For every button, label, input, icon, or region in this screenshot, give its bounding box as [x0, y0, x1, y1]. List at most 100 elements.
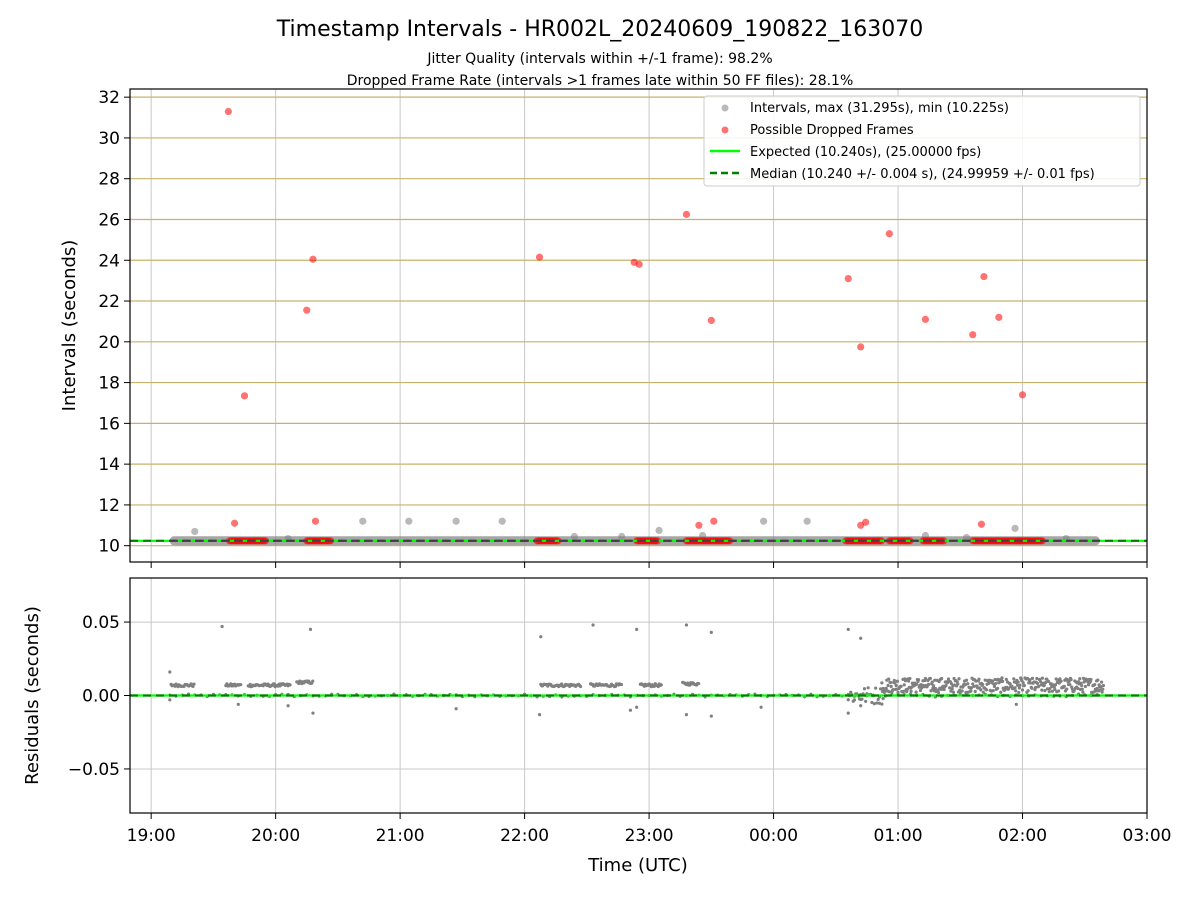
residual-point [969, 686, 974, 690]
residual-point [239, 683, 243, 687]
interval-point [359, 517, 367, 525]
intervals-y-tick-label: 24 [98, 251, 120, 271]
residual-point [1050, 689, 1054, 693]
residual-point [991, 679, 995, 683]
dropped-frame-point [1018, 391, 1027, 399]
residual-point [946, 677, 951, 681]
residual-point [874, 686, 878, 690]
residual-point [999, 690, 1003, 694]
residual-point [929, 689, 933, 693]
residuals-y-tick-label: −0.05 [68, 760, 120, 780]
dropped-frame-point [309, 255, 317, 263]
residual-point [923, 676, 928, 681]
dropped-frame-point [224, 107, 232, 116]
residual-point [905, 690, 909, 694]
residual-point [1095, 686, 1099, 691]
residual-point [1096, 678, 1100, 682]
residual-point [297, 681, 301, 686]
intervals-y-tick-label: 14 [98, 455, 120, 475]
residual-point [933, 678, 937, 682]
residual-point [1040, 676, 1045, 680]
dropped-frame-point [995, 313, 1003, 321]
residual-point [872, 702, 876, 706]
residual-point [1093, 682, 1097, 687]
interval-point [655, 526, 663, 534]
dropped-frame-point [977, 520, 986, 528]
residual-point [909, 689, 913, 693]
residuals-series [168, 623, 1106, 718]
dropped-frame-point [862, 518, 870, 526]
residual-point [192, 682, 196, 686]
x-tick-label: 02:00 [998, 826, 1047, 846]
chart-subtitle-jitter: Jitter Quality (intervals within +/-1 fr… [426, 51, 772, 67]
intervals-axes: 10 12 14 16 18 20 22 24 26 28 30 32 [98, 88, 1148, 568]
residual-point [1083, 684, 1087, 689]
dropped-frame-point [921, 315, 930, 323]
intervals-panel: 10 12 14 16 18 20 22 24 26 28 30 32 Intervals (seco… [59, 88, 1148, 568]
intervals-plot-frame [129, 88, 1148, 563]
residual-point [1101, 683, 1106, 688]
residual-point [880, 702, 884, 706]
residual-point [887, 690, 891, 694]
residual-point [881, 697, 885, 701]
residual-point [960, 689, 964, 693]
residual-point [996, 686, 1000, 690]
residual-point [908, 676, 912, 681]
residual-point [1062, 684, 1066, 688]
residual-point [1017, 690, 1021, 695]
residual-point [1068, 683, 1072, 687]
residual-point [846, 711, 850, 715]
dropped-frame-point [303, 306, 311, 314]
residual-point [1022, 683, 1026, 688]
intervals-y-tick-label: 30 [98, 129, 120, 149]
residual-point [1099, 685, 1103, 689]
residual-point [926, 682, 931, 686]
residual-point [236, 702, 240, 706]
residual-point [949, 689, 953, 693]
residual-point [1076, 686, 1080, 691]
residual-point [846, 698, 850, 702]
x-tick-label: 21:00 [376, 826, 425, 846]
residual-point [849, 690, 853, 694]
dropped-frame-point [240, 392, 249, 400]
residual-point [1030, 676, 1035, 680]
residual-point [311, 711, 315, 715]
intervals-y-tick-label: 10 [98, 537, 120, 557]
residuals-y-axis-label: Residuals (seconds) [22, 606, 43, 785]
residual-point [981, 690, 985, 694]
residual-point [875, 701, 879, 705]
residual-point [971, 682, 975, 686]
residual-point [1020, 688, 1025, 692]
residual-point [1081, 690, 1085, 694]
residuals-axes: −0.05 0.00 0.05 19:00 20:00 21:00 22:00 23:00 00… [68, 577, 1172, 846]
residual-point [1057, 689, 1061, 693]
residual-point [915, 682, 919, 686]
residual-point [972, 684, 976, 689]
residual-point [1025, 676, 1030, 681]
interval-point [452, 517, 460, 525]
residual-point [974, 679, 978, 683]
residual-point [963, 683, 967, 687]
intervals-y-axis-label: Intervals (seconds) [59, 240, 80, 412]
residual-point [902, 689, 906, 693]
dropped-frame-point [844, 275, 852, 283]
residual-point [888, 680, 893, 685]
residual-point [940, 676, 944, 681]
residual-point [859, 636, 863, 640]
residual-point [579, 684, 583, 689]
legend-median-label: Median (10.240 +/- 0.004 s), (24.99959 +… [750, 167, 1095, 182]
residual-point [931, 684, 936, 688]
residual-point [709, 714, 713, 718]
dropped-frame-point [857, 343, 865, 351]
residual-point [864, 699, 868, 703]
residual-point [1033, 685, 1038, 690]
residual-point [979, 688, 983, 692]
x-tick-label: 22:00 [500, 826, 549, 846]
residual-point [862, 687, 867, 691]
residual-point [866, 686, 870, 690]
chart-title: Timestamp Intervals - HR002L_20240609_19… [276, 17, 923, 42]
residual-point [956, 682, 960, 686]
intervals-y-tick-label: 18 [98, 374, 120, 394]
residual-point [977, 677, 981, 681]
